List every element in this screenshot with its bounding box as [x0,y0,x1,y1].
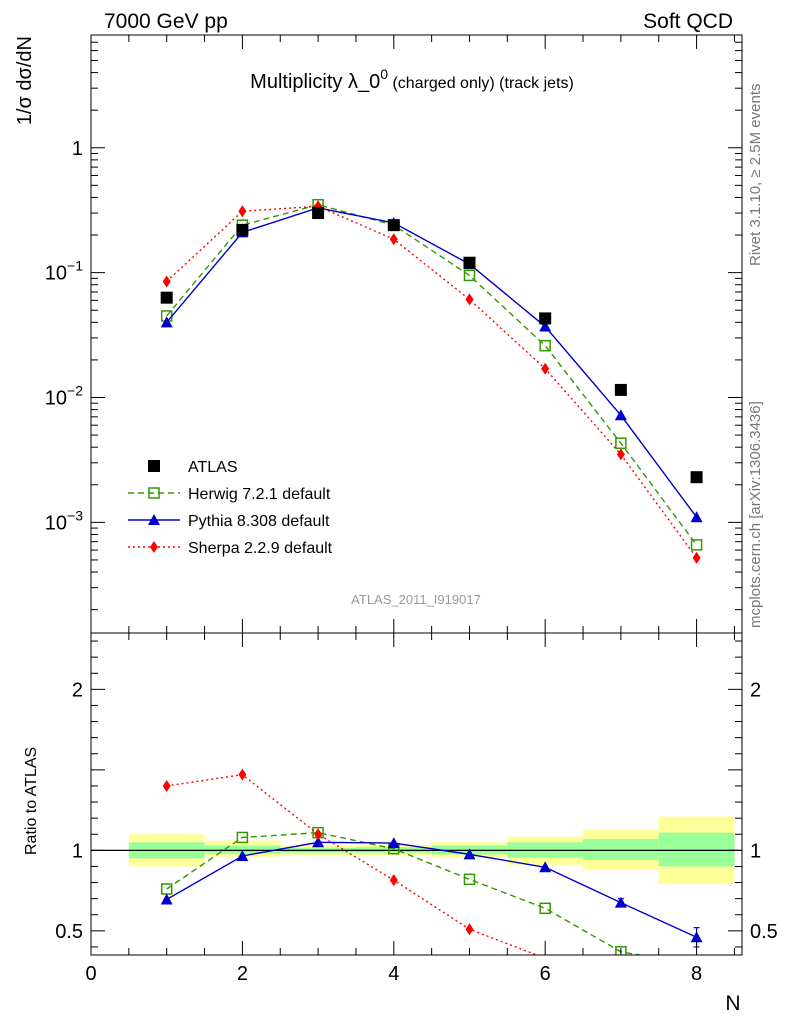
uncertainty-band-inner-8 [658,832,735,867]
y-tick-label-base: 10 [45,263,67,285]
herwig-point-7 [615,437,627,450]
ratio-series-lines [160,768,703,955]
y-tick-label-exponent: −3 [67,507,83,523]
chart-title-superscript: 0 [380,66,388,82]
atlas-point-3 [312,207,325,220]
atlas-point-7 [614,383,627,396]
legend-label-pythia: Pythia 8.308 default [188,513,330,530]
atlas-point-1 [160,291,173,304]
x-axis-label: N [725,992,740,1015]
sherpa-ratio-point-4 [389,874,398,887]
herwig-ratio-point-2 [236,831,249,844]
chart-title: Multiplicity λ_00 (charged only) (track … [250,66,574,93]
y-tick-label-base: 10 [45,387,67,409]
x-tick-label: 4 [388,963,399,985]
herwig-ratio-point-5 [463,873,476,886]
pythia-point-7 [614,409,627,421]
ratio-tick-label-left: 0.5 [55,921,83,943]
ratio-tick-label-left: 2 [72,679,83,701]
ratio-tick-label-right: 1 [750,840,761,862]
pythia-line [166,207,698,518]
ratio-axis-label: Ratio to ATLAS [23,747,40,855]
pythia-ratio-point-8 [690,931,703,943]
legend-label-herwig: Herwig 7.2.1 default [188,486,331,503]
legend-marker-atlas [148,460,160,472]
atlas-point-2 [236,223,249,236]
sherpa-line [166,205,698,559]
main-series-lines [160,198,703,564]
rivet-version-label: Rivet 3.1.10, ≥ 2.5M events [747,84,764,267]
sherpa-point-7 [616,448,625,461]
pythia-point-1 [160,316,173,328]
herwig-point-6 [539,339,551,352]
chart-title-suffix: (charged only) (track jets) [388,75,574,92]
sherpa-point-8 [692,551,701,564]
sherpa-ratio-point-2 [238,768,247,781]
x-tick-label: 8 [691,963,702,985]
y-tick-label: 10−1 [45,258,83,285]
ratio-tick-label-right: 0.5 [750,921,778,943]
y-axis-label: 1/σ dσ/dN [14,36,36,125]
x-tick-label: 0 [85,963,96,985]
pythia-point-6 [539,320,552,332]
sherpa-point-1 [162,275,171,288]
chart-title-main: Multiplicity λ_0 [250,71,380,93]
ratio-tick-label-left: 1 [72,840,83,862]
y-tick-label-exponent: −1 [67,258,83,274]
legend-label-atlas: ATLAS [188,459,238,476]
atlas-point-5 [463,256,476,269]
atlas-point-4 [387,219,400,232]
x-tick-label: 6 [540,963,551,985]
pythia-ratio-point-1 [160,893,173,905]
legend: ATLAS Herwig 7.2.1 default Pythia 8.308 de… [128,459,333,557]
ratio-plot-frame [90,632,743,956]
legend-marker-pythia [148,514,160,525]
pythia-ratio-point-7 [614,896,627,908]
sherpa-point-2 [238,205,247,218]
pythia-ratio-point-5 [463,848,476,860]
sherpa-point-5 [465,293,474,306]
herwig-ratio-line [166,831,644,955]
pythia-ratio-point-3 [312,836,325,848]
sherpa-ratio-point-3 [314,828,323,841]
y-tick-label: 1 [72,138,83,160]
y-tick-label-base: 10 [45,512,67,534]
y-tick-label-exponent: −2 [67,382,83,398]
y-tick-label: 10−2 [45,382,83,409]
pythia-ratio-point-4 [387,837,400,849]
x-tick-label: 2 [237,963,248,985]
sherpa-ratio-point-1 [162,779,171,792]
header-process-label: Soft QCD [643,10,733,33]
atlas-point-8 [690,471,703,484]
analysis-id-label: ATLAS_2011_I919017 [351,592,481,607]
sherpa-point-4 [389,233,398,246]
header-energy-label: 7000 GeV pp [104,10,228,33]
herwig-point-8 [690,539,703,551]
legend-label-sherpa: Sherpa 2.2.9 default [188,540,333,557]
sherpa-ratio-point-5 [465,923,474,936]
herwig-ratio-point-6 [539,902,551,915]
mcplots-credit-label: mcplots.cern.ch [arXiv:1306.3436] [747,401,764,628]
uncertainty-band-inner-7 [583,839,659,861]
pythia-ratio-line [166,841,697,938]
herwig-line [166,203,698,546]
legend-marker-herwig [148,487,160,499]
sherpa-ratio-line [166,773,539,955]
legend-marker-sherpa [150,541,158,553]
pythia-ratio-point-2 [236,849,249,861]
pythia-ratio-point-6 [539,861,552,873]
plot-frames [90,34,743,956]
sherpa-point-6 [541,362,550,375]
atlas-point-6 [539,312,552,325]
ratio-tick-label-right: 2 [750,679,761,701]
herwig-point-5 [463,269,476,282]
pythia-point-8 [690,511,703,523]
y-tick-label: 10−3 [45,507,83,534]
uncertainty-band-inner-2 [204,845,281,854]
herwig-ratio-point-7 [615,946,627,955]
